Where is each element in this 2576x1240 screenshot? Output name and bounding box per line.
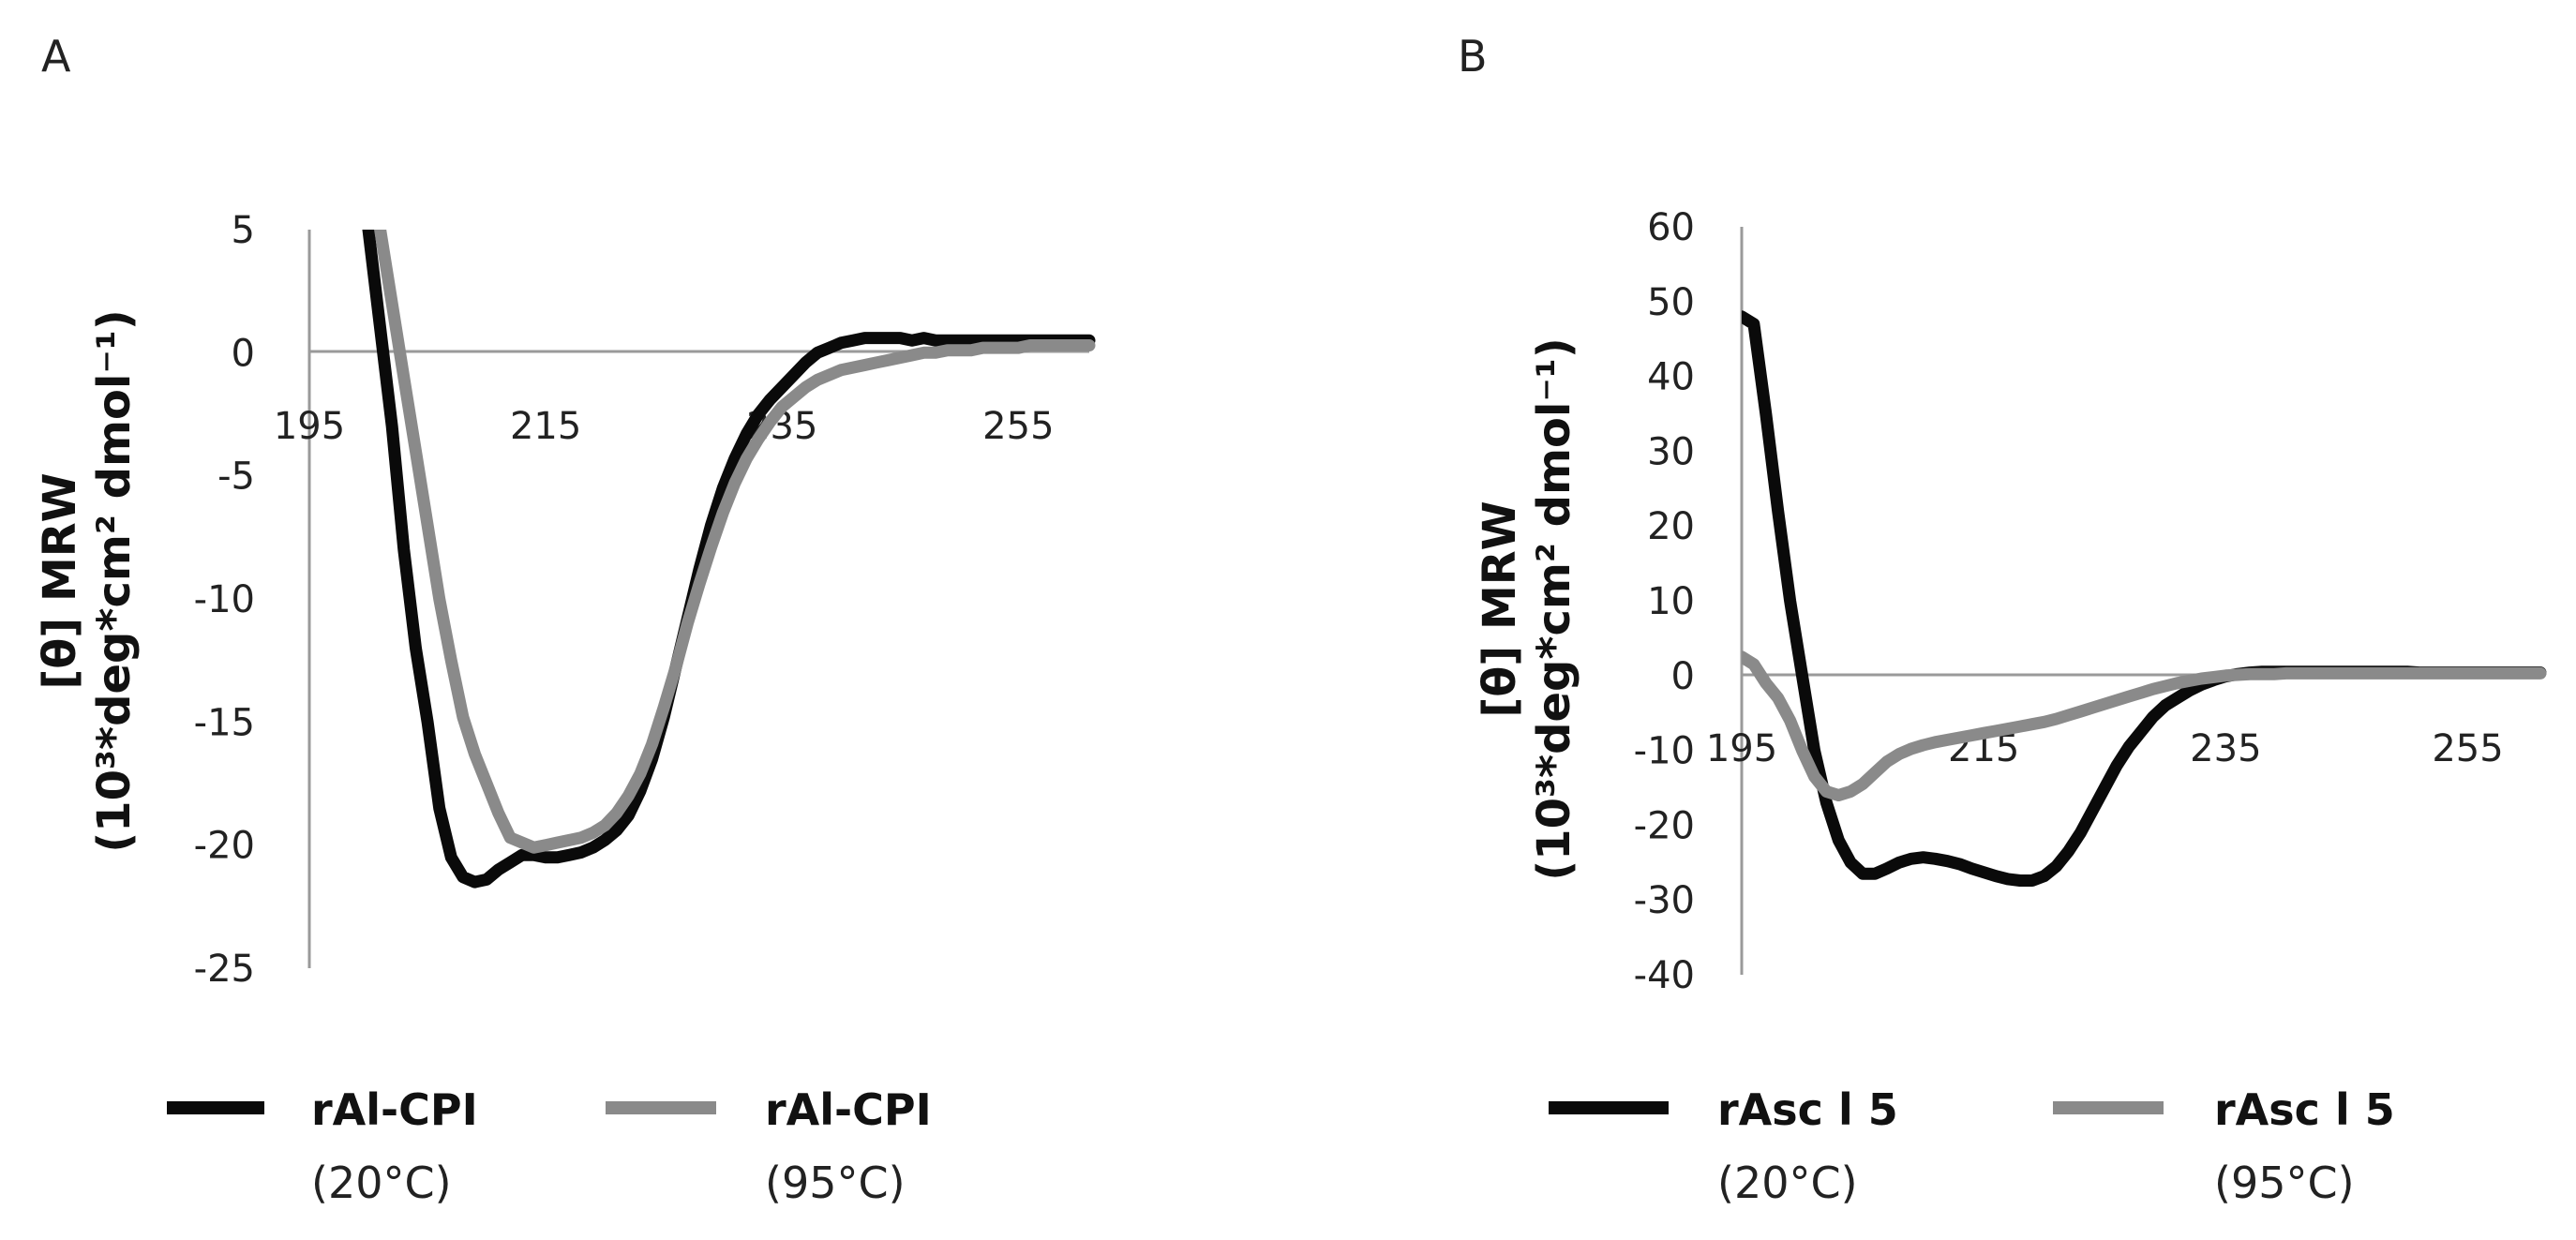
panel-b-series-20c-line [1742, 310, 2547, 887]
panel-a-y-tick-label: -10 [194, 578, 255, 621]
panel-b-y-tick-label: 20 [1647, 505, 1695, 548]
panel-b-y-tick-label: 30 [1647, 430, 1695, 473]
panel-b-legend-name-95c: rAsc l 5 [2214, 1084, 2395, 1135]
panel-a-y-tick-label: 0 [232, 332, 255, 375]
panel-b-legend-condition-20c: (20°C) [1717, 1158, 1858, 1208]
panel-b-y-axis-title: [θ] MRW (10³*deg*cm² dmol⁻¹) [1474, 337, 1580, 881]
panel-b: B [θ] MRW (10³*deg*cm² dmol⁻¹) 60 50 40 … [1458, 31, 2547, 1208]
panel-b-ylabel-line1: [θ] MRW [1474, 500, 1526, 717]
panel-a-y-tick-label: -20 [194, 825, 255, 868]
panel-b-x-tick-label: 235 [2190, 727, 2261, 770]
panel-a-legend: rAl-CPI (20°C) rAl-CPI (95°C) [167, 1084, 932, 1208]
panel-b-x-tick-label: 195 [1706, 727, 1777, 770]
panel-a-ylabel-line1: [θ] MRW [34, 472, 86, 689]
panel-a-plot-area [362, 230, 1096, 889]
panel-b-x-ticks: 195 215 235 255 [1706, 727, 2504, 770]
panel-b-label: B [1458, 31, 1488, 82]
panel-a-legend-item-20c: rAl-CPI (20°C) [167, 1084, 478, 1208]
panel-b-y-tick-label: -30 [1634, 879, 1695, 922]
panel-b-legend: rAsc l 5 (20°C) rAsc l 5 (95°C) [1549, 1084, 2395, 1208]
panel-a-series-20c-line [362, 230, 1096, 889]
panel-b-legend-name-20c: rAsc l 5 [1717, 1084, 1898, 1135]
panel-b-y-tick-label: 10 [1647, 580, 1695, 623]
panel-b-legend-item-95c: rAsc l 5 (95°C) [2053, 1084, 2395, 1208]
panel-a-legend-name-95c: rAl-CPI [765, 1084, 932, 1135]
panel-b-y-ticks: 60 50 40 30 20 10 0 -10 -20 -30 -40 [1634, 206, 1695, 997]
panel-a-y-axis-title: [θ] MRW (10³*deg*cm² dmol⁻¹) [34, 309, 141, 853]
panel-b-y-tick-label: -20 [1634, 804, 1695, 847]
panel-a-series-95c-line [374, 230, 1096, 854]
panel-a-legend-condition-95c: (95°C) [765, 1158, 906, 1208]
panel-b-legend-item-20c: rAsc l 5 (20°C) [1549, 1084, 1898, 1208]
panel-a-x-tick-label: 215 [510, 405, 581, 448]
panel-a-y-tick-label: -25 [194, 948, 255, 991]
panel-b-ylabel-line2: (10³*deg*cm² dmol⁻¹) [1528, 337, 1580, 881]
panel-a: A [θ] MRW (10³*deg*cm² dmol⁻¹) 5 0 -5 -1… [34, 31, 1096, 1208]
panel-b-y-tick-label: 60 [1647, 206, 1695, 249]
panel-b-y-tick-label: 50 [1647, 281, 1695, 324]
panel-a-legend-condition-20c: (20°C) [311, 1158, 452, 1208]
panel-b-y-tick-label: -40 [1634, 954, 1695, 997]
panel-a-legend-name-20c: rAl-CPI [311, 1084, 478, 1135]
panel-b-y-tick-label: 0 [1671, 655, 1695, 698]
panel-a-x-tick-label: 255 [982, 405, 1054, 448]
panel-b-x-tick-label: 255 [2432, 727, 2503, 770]
panel-a-y-ticks: 5 0 -5 -10 -15 -20 -25 [194, 209, 255, 991]
panel-a-x-ticks: 195 215 235 255 [274, 405, 1055, 448]
panel-a-label: A [41, 31, 71, 82]
panel-a-x-tick-label: 195 [274, 405, 345, 448]
panel-b-legend-condition-95c: (95°C) [2214, 1158, 2355, 1208]
panel-b-series-95c-line [1742, 650, 2547, 801]
panel-a-y-tick-label: -15 [194, 701, 255, 744]
panel-b-y-tick-label: -10 [1634, 730, 1695, 773]
panel-a-y-tick-label: 5 [232, 209, 255, 252]
panel-a-ylabel-line2: (10³*deg*cm² dmol⁻¹) [88, 309, 141, 853]
panel-b-plot-area [1742, 310, 2547, 887]
panel-a-y-tick-label: -5 [217, 456, 255, 499]
panel-b-y-tick-label: 40 [1647, 356, 1695, 399]
panel-a-legend-item-95c: rAl-CPI (95°C) [606, 1084, 932, 1208]
